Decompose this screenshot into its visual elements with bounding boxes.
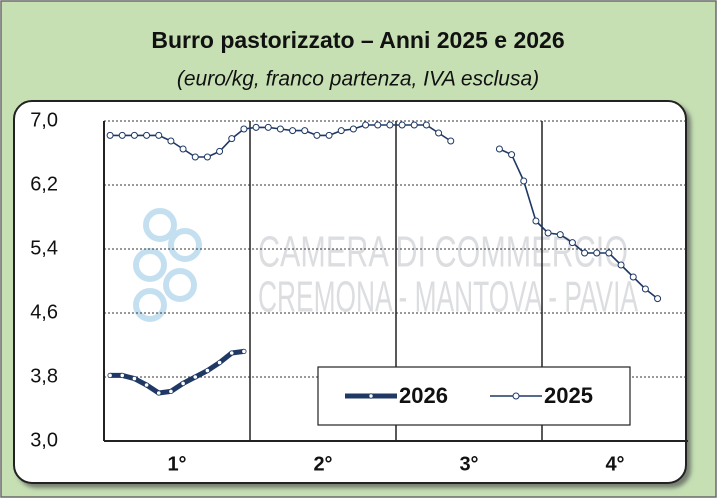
legend-marker (368, 393, 374, 399)
data-point (568, 239, 576, 247)
data-point (654, 295, 662, 303)
data-point (167, 137, 175, 145)
data-point (520, 177, 528, 185)
data-point (264, 123, 272, 131)
data-point (143, 382, 150, 388)
watermark-text: CAMERA DI COMMERCIO (258, 228, 628, 277)
data-point (617, 261, 625, 269)
data-point (289, 127, 297, 135)
legend: 2026 2025 (317, 366, 631, 426)
x-tick-label: 3° (459, 453, 478, 475)
data-point (107, 372, 113, 378)
data-point (240, 125, 248, 133)
data-point (180, 380, 186, 386)
data-point (131, 375, 138, 382)
data-point (629, 273, 637, 281)
y-tick-label: 5,4 (30, 237, 58, 259)
y-tick-label: 7,0 (30, 109, 58, 131)
data-point (191, 153, 199, 161)
data-point (156, 390, 162, 396)
data-point (252, 123, 260, 131)
y-tick-label: 6,2 (30, 173, 58, 195)
data-point (349, 125, 357, 133)
data-point (216, 359, 223, 366)
data-point (495, 145, 503, 153)
data-point (435, 129, 443, 137)
data-point (337, 127, 345, 135)
y-tick-label: 3,0 (30, 429, 58, 451)
watermark-text: CREMONA - MANTOVA - PAVIA (258, 273, 638, 322)
data-point (374, 121, 382, 129)
data-point (605, 249, 613, 257)
data-point (398, 121, 406, 129)
data-point (447, 137, 455, 145)
y-tick-label: 3,8 (30, 365, 58, 387)
data-point (168, 388, 174, 394)
data-point (325, 131, 333, 139)
data-point (544, 229, 552, 237)
data-point (143, 131, 151, 139)
x-tick-label: 1° (167, 453, 186, 475)
data-point (118, 131, 126, 139)
data-point (593, 249, 601, 257)
data-point (641, 285, 649, 293)
data-point (422, 121, 430, 129)
data-point (556, 231, 564, 239)
x-tick-label: 4° (605, 453, 624, 475)
data-point (155, 131, 163, 139)
data-point (276, 125, 284, 133)
data-point (508, 151, 516, 159)
chart-subtitle: (euro/kg, franco partenza, IVA esclusa) (177, 68, 539, 91)
data-point (179, 145, 187, 153)
data-point (229, 350, 235, 356)
chart-title: Burro pastorizzato – Anni 2025 e 2026 (151, 27, 564, 53)
data-point (203, 153, 211, 161)
legend-marker (512, 392, 520, 400)
data-point (106, 131, 114, 139)
data-point (386, 121, 394, 129)
data-point (228, 135, 236, 143)
data-point (532, 217, 540, 225)
watermark-logo (133, 208, 202, 322)
data-point (362, 121, 370, 129)
data-point (410, 121, 418, 129)
data-point (216, 147, 224, 155)
data-point (581, 249, 589, 257)
legend-label: 2025 (544, 383, 593, 408)
data-point (192, 374, 198, 380)
data-point (301, 127, 309, 135)
data-point (130, 131, 138, 139)
x-tick-label: 2° (313, 453, 332, 475)
data-point (313, 131, 321, 139)
data-point (241, 348, 247, 354)
data-point (204, 367, 211, 374)
y-tick-label: 4,6 (30, 301, 58, 323)
data-point (119, 372, 125, 378)
legend-label: 2026 (399, 383, 448, 408)
